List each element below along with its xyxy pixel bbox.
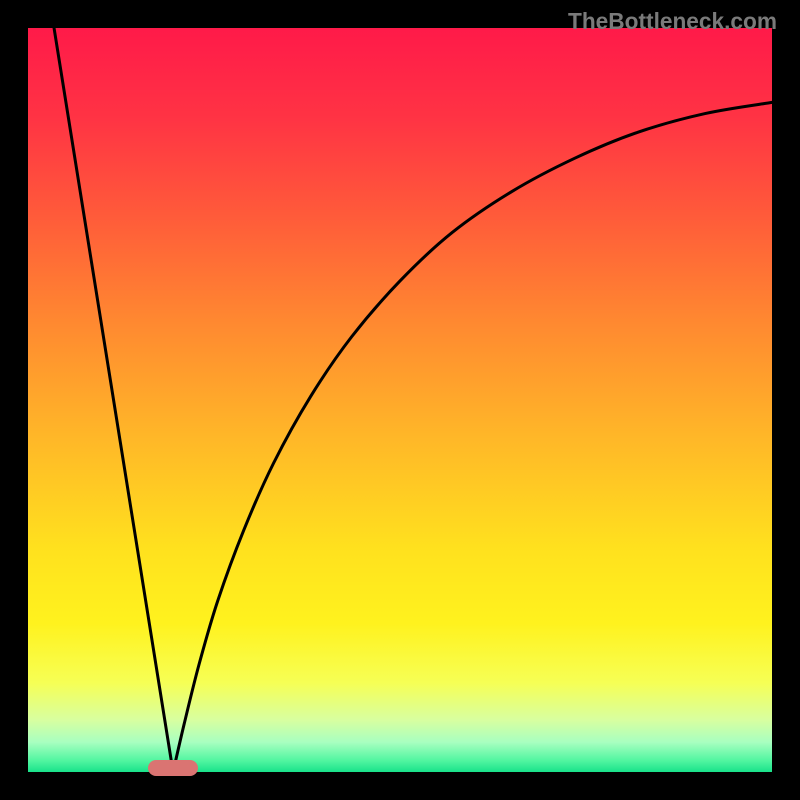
chart-container: TheBottleneck.com <box>0 0 800 800</box>
curve-layer <box>28 28 772 772</box>
watermark-text: TheBottleneck.com <box>568 8 777 35</box>
bottleneck-curve <box>54 28 772 772</box>
plot-area <box>28 28 772 772</box>
optimum-marker <box>148 760 198 776</box>
